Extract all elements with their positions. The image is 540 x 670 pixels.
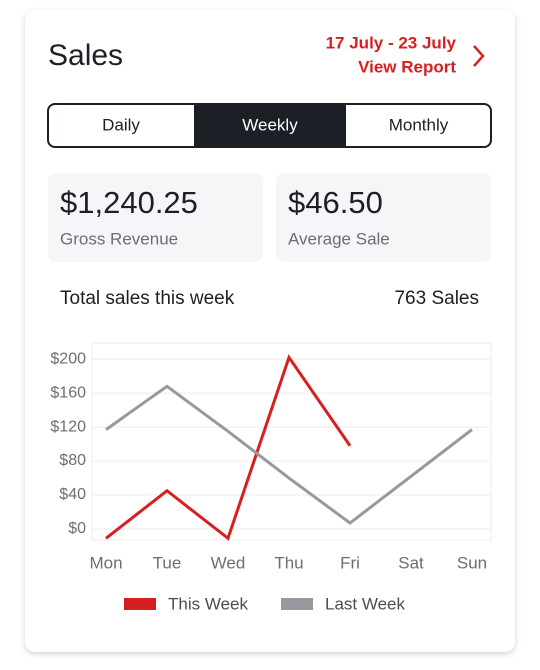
x-tick-label: Sun [457,553,487,572]
legend-swatch [281,598,313,610]
y-tick-label: $120 [50,418,86,435]
x-tick-label: Thu [274,553,303,572]
summary-value: 763 Sales [394,288,479,309]
legend-label: Last Week [325,594,406,613]
y-tick-label: $80 [59,452,86,469]
view-report-link[interactable]: View Report [358,57,456,76]
date-range: 17 July - 23 July [326,33,457,52]
y-tick-label: $40 [59,486,86,503]
stat-card [276,173,491,262]
plot-frame [91,342,492,541]
title: Sales [48,39,123,72]
stat-value: $1,240.25 [60,185,198,220]
y-tick-label: $0 [68,520,86,537]
chevron[interactable] [473,45,485,67]
x-tick-label: Wed [211,553,246,572]
legend-swatch [124,598,156,610]
stat-card [48,173,263,262]
x-tick-label: Tue [153,553,182,572]
series-line [105,354,352,541]
stat-label: Average Sale [288,229,390,248]
tab[interactable]: Monthly [389,115,449,134]
tab[interactable]: Daily [102,115,140,134]
tab[interactable]: Weekly [242,115,298,134]
stat-value: $46.50 [288,185,383,220]
x-tick-label: Mon [89,553,122,572]
tab-active[interactable] [194,104,346,147]
stat-label: Gross Revenue [60,229,178,248]
legend-label: This Week [168,594,248,613]
series-line [105,384,473,525]
summary-label: Total sales this week [60,288,235,309]
y-tick-label: $160 [50,384,86,401]
y-tick-label: $200 [50,350,86,367]
x-tick-label: Sat [398,553,424,572]
x-tick-label: Fri [340,553,360,572]
